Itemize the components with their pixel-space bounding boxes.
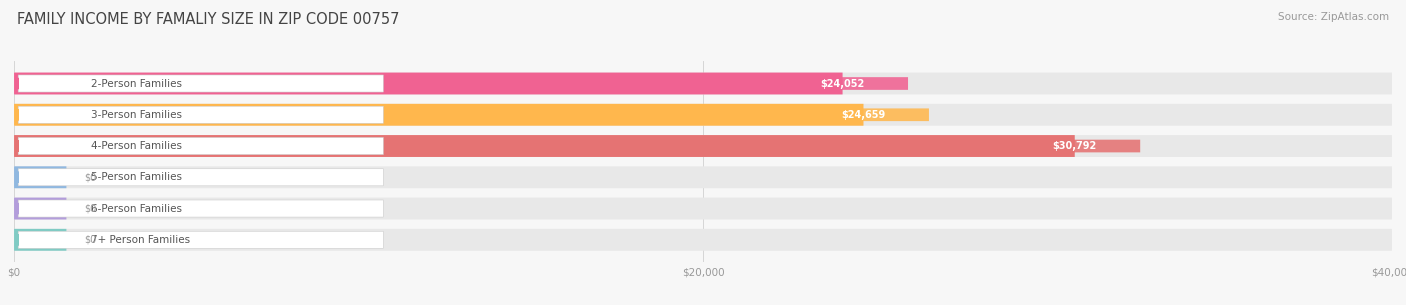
Text: $0: $0 [84,172,97,182]
FancyBboxPatch shape [14,198,1392,220]
Text: $30,792: $30,792 [1053,141,1097,151]
Text: 4-Person Families: 4-Person Families [91,141,183,151]
Text: $24,052: $24,052 [821,78,865,88]
Text: 2-Person Families: 2-Person Families [91,78,183,88]
Text: 3-Person Families: 3-Person Families [91,110,183,120]
Text: Source: ZipAtlas.com: Source: ZipAtlas.com [1278,12,1389,22]
FancyBboxPatch shape [14,104,863,126]
FancyBboxPatch shape [778,77,908,90]
Text: 6-Person Families: 6-Person Families [91,203,183,213]
FancyBboxPatch shape [14,104,1392,126]
FancyBboxPatch shape [14,73,1392,95]
FancyBboxPatch shape [18,200,384,217]
Text: 7+ Person Families: 7+ Person Families [91,235,190,245]
FancyBboxPatch shape [799,108,929,121]
FancyBboxPatch shape [18,138,384,155]
FancyBboxPatch shape [18,106,384,123]
FancyBboxPatch shape [14,198,66,220]
FancyBboxPatch shape [14,229,1392,251]
Text: $0: $0 [84,203,97,213]
FancyBboxPatch shape [18,169,384,186]
Text: FAMILY INCOME BY FAMALIY SIZE IN ZIP CODE 00757: FAMILY INCOME BY FAMALIY SIZE IN ZIP COD… [17,12,399,27]
FancyBboxPatch shape [14,73,842,95]
FancyBboxPatch shape [18,231,384,248]
Text: 5-Person Families: 5-Person Families [91,172,183,182]
FancyBboxPatch shape [14,229,66,251]
FancyBboxPatch shape [14,166,66,188]
FancyBboxPatch shape [1010,140,1140,152]
FancyBboxPatch shape [14,166,1392,188]
FancyBboxPatch shape [14,135,1074,157]
FancyBboxPatch shape [14,135,1392,157]
FancyBboxPatch shape [18,75,384,92]
Text: $24,659: $24,659 [841,110,886,120]
Text: $0: $0 [84,235,97,245]
